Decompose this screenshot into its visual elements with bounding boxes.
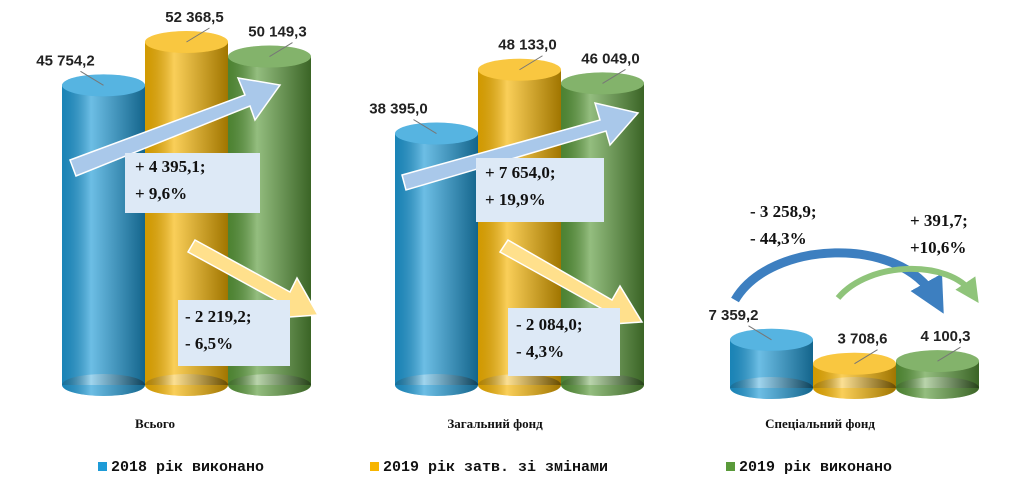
legend-swatch: [726, 462, 735, 471]
value-label: 45 754,2: [36, 52, 94, 69]
annotation: - 2 084,0;: [516, 315, 583, 334]
annotation: - 4,3%: [516, 342, 564, 361]
annotation: + 9,6%: [135, 184, 187, 203]
cylinder: [813, 349, 896, 399]
annotation-box: [476, 158, 604, 222]
value-label: 3 708,6: [837, 331, 887, 348]
cylinder: [62, 70, 145, 396]
arrow-down: [186, 238, 320, 319]
annotation: - 44,3%: [750, 229, 807, 248]
annotation: - 3 258,9;: [750, 202, 817, 221]
label-leader: [854, 349, 878, 365]
arrows: [69, 77, 979, 326]
label-leader: [519, 55, 543, 71]
cylinder: [730, 325, 813, 399]
annotation: - 2 219,2;: [185, 307, 252, 326]
legend-label: 2019 рік виконано: [739, 459, 892, 476]
value-label: 4 100,3: [920, 328, 970, 345]
category-label: Спеціальний фонд: [765, 416, 875, 431]
legend: 2018 рік виконано 2019 рік затв. зі зміна…: [98, 459, 892, 476]
label-leader: [937, 346, 961, 362]
label-leader: [602, 68, 626, 84]
annotation: + 391,7;: [910, 211, 968, 230]
legend-label: 2019 рік затв. зі змінами: [383, 459, 608, 476]
label-leader: [748, 325, 772, 341]
value-label: 7 359,2: [708, 307, 758, 324]
label-leader: [413, 119, 437, 134]
annotation: + 7 654,0;: [485, 163, 556, 182]
cylinder: [896, 346, 979, 399]
annotation-box: [178, 300, 290, 366]
value-label: 48 133,0: [498, 37, 556, 54]
legend-swatch: [370, 462, 379, 471]
annotation: +10,6%: [910, 238, 966, 257]
legend-label: 2018 рік виконано: [111, 459, 264, 476]
category-label: Загальний фонд: [447, 416, 543, 431]
cylinder-body-shade: [62, 85, 145, 386]
value-label: 46 049,0: [581, 50, 639, 67]
label-leader: [269, 42, 293, 57]
value-label: 38 395,0: [369, 100, 427, 117]
annotation: + 4 395,1;: [135, 157, 206, 176]
arrow-curve: [731, 248, 944, 314]
label-leader: [186, 27, 210, 43]
value-label: 50 149,3: [248, 24, 306, 41]
legend-swatch: [98, 462, 107, 471]
annotation: - 6,5%: [185, 334, 233, 353]
annotations: Всього Загальний фонд Спеціальний фонд + 4 …: [125, 153, 968, 431]
label-leader: [80, 70, 104, 86]
annotation: + 19,9%: [485, 190, 546, 209]
category-label: Всього: [135, 416, 175, 431]
annotation-box: [508, 308, 620, 376]
arrow-up: [69, 77, 282, 177]
arrow-up: [401, 101, 640, 191]
arrow-curve: [835, 265, 979, 303]
annotation-box: [125, 153, 260, 213]
value-label: 52 368,5: [165, 9, 223, 26]
